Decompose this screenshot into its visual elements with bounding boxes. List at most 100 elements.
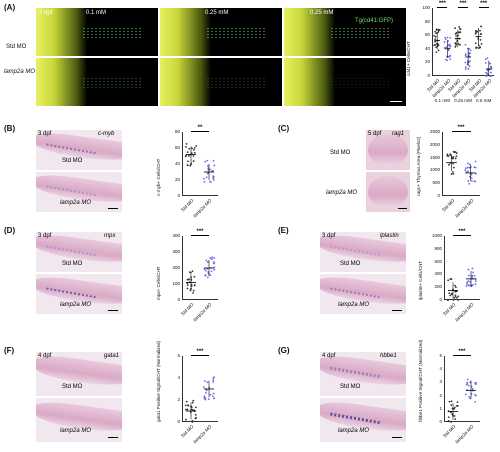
data-point: [188, 278, 191, 281]
embryo-image: [320, 232, 406, 272]
y-axis-label: cd41+ Cells/CHT: [406, 41, 411, 76]
panel-d-age: 3 dpf: [38, 233, 52, 239]
data-point: [185, 400, 188, 403]
data-point: [458, 31, 460, 33]
y-tick-label: 40: [424, 45, 430, 51]
data-point: [449, 294, 452, 297]
significance-label: ***: [457, 125, 465, 131]
panel-f-row-lamp2a: lamp2a MO: [60, 428, 92, 434]
y-tick-label: 0: [437, 193, 440, 198]
panel-f-label: (F): [4, 346, 15, 355]
data-point: [204, 274, 207, 276]
plot-axes-e: [444, 236, 480, 300]
data-point: [446, 154, 449, 157]
data-point: [449, 153, 452, 156]
y-tick-label: 100: [422, 5, 430, 10]
y-tick-label: 600: [434, 258, 442, 264]
y-tick-label: 400: [172, 233, 180, 238]
data-point: [192, 155, 195, 157]
data-point: [474, 180, 477, 183]
data-point: [466, 282, 468, 285]
significance-label: ***: [458, 349, 466, 355]
data-point: [459, 31, 462, 34]
data-point: [450, 278, 453, 281]
data-point: [443, 46, 446, 49]
data-points-g: [447, 378, 477, 423]
data-point: [485, 71, 487, 74]
panel-e-row-lamp2a: lamp2a MO: [338, 302, 370, 308]
data-point: [192, 289, 195, 292]
data-point: [438, 29, 441, 31]
data-point: [489, 75, 491, 77]
data-point: [453, 296, 456, 299]
panel-a-dose-1: 0.1 mM: [86, 10, 107, 16]
data-point: [450, 421, 452, 423]
fluorescence-image: [160, 58, 282, 106]
panel-e-row-std: Std MO: [340, 261, 361, 267]
embryo-image: [320, 398, 406, 442]
data-point: [469, 60, 471, 63]
y-tick-label: 2: [439, 392, 442, 398]
data-point: [474, 280, 477, 282]
data-point: [195, 144, 198, 147]
data-point: [203, 395, 206, 398]
significance-bracket: [457, 7, 469, 8]
data-point: [188, 147, 191, 150]
data-point: [474, 283, 477, 285]
data-point: [194, 413, 197, 416]
data-point: [464, 43, 467, 46]
data-point: [207, 398, 210, 401]
data-point: [473, 274, 476, 277]
panel-g-label: (G): [278, 346, 290, 355]
y-tick-label: 60: [174, 145, 180, 150]
data-point: [451, 170, 454, 173]
data-point: [185, 408, 187, 411]
data-point: [213, 164, 216, 167]
data-point: [464, 61, 467, 64]
panel-e-gene: lplastin: [380, 233, 399, 239]
data-point: [474, 166, 477, 169]
embryo-image: [36, 232, 122, 272]
data-point: [455, 286, 457, 289]
significance-label: ***: [438, 1, 446, 7]
panel-f-row-std: Std MO: [62, 384, 83, 390]
data-point: [186, 164, 189, 167]
data-points-d: [185, 256, 216, 294]
data-point: [209, 393, 212, 396]
data-point: [454, 418, 457, 421]
data-point: [470, 173, 473, 176]
fluorescence-image: [36, 8, 158, 56]
data-point: [480, 33, 483, 35]
data-point: [455, 35, 458, 37]
y-tick-label: 5: [439, 353, 442, 358]
data-point: [484, 61, 487, 64]
y-tick-label: 1000: [431, 233, 442, 238]
data-point: [474, 29, 477, 32]
data-point: [212, 159, 215, 162]
data-point: [449, 44, 452, 47]
data-point: [202, 177, 205, 180]
data-point: [433, 34, 436, 37]
data-point: [486, 69, 489, 72]
y-tick-label: 4: [177, 375, 180, 380]
data-point: [207, 167, 210, 169]
significance-bracket: [191, 131, 209, 132]
data-point: [187, 160, 189, 163]
data-point: [203, 268, 206, 270]
data-point: [193, 147, 196, 149]
data-point: [434, 35, 437, 38]
data-point: [467, 284, 470, 287]
data-point: [471, 274, 474, 277]
data-point: [184, 404, 187, 407]
data-point: [468, 163, 471, 166]
y-tick-label: 2: [177, 397, 180, 402]
data-point: [209, 274, 212, 277]
data-point: [454, 284, 456, 287]
data-point: [435, 32, 438, 35]
data-point: [186, 278, 189, 281]
data-point: [457, 295, 460, 298]
data-point: [456, 296, 458, 299]
data-point: [437, 31, 439, 34]
panel-a-label: (A): [4, 3, 16, 12]
data-point: [185, 418, 187, 421]
